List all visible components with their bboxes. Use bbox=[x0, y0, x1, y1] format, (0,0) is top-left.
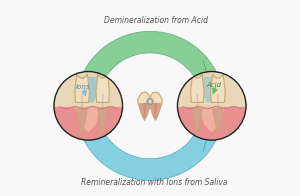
Polygon shape bbox=[143, 103, 146, 119]
Polygon shape bbox=[211, 74, 225, 102]
Polygon shape bbox=[81, 94, 83, 127]
Polygon shape bbox=[154, 103, 157, 119]
Polygon shape bbox=[98, 109, 107, 134]
Text: Demineralization from Acid: Demineralization from Acid bbox=[104, 16, 208, 25]
Polygon shape bbox=[200, 77, 215, 102]
Polygon shape bbox=[203, 60, 219, 116]
Polygon shape bbox=[76, 108, 100, 132]
Polygon shape bbox=[78, 77, 100, 102]
Polygon shape bbox=[200, 108, 224, 132]
Text: Acid: Acid bbox=[207, 82, 222, 88]
Polygon shape bbox=[138, 92, 152, 104]
Polygon shape bbox=[75, 74, 89, 102]
Polygon shape bbox=[96, 74, 109, 102]
Polygon shape bbox=[50, 106, 126, 143]
Polygon shape bbox=[138, 104, 151, 121]
Polygon shape bbox=[174, 106, 250, 143]
Polygon shape bbox=[102, 94, 104, 127]
Polygon shape bbox=[203, 96, 219, 152]
Circle shape bbox=[148, 100, 152, 103]
Polygon shape bbox=[193, 109, 202, 134]
Polygon shape bbox=[77, 109, 87, 134]
Polygon shape bbox=[213, 109, 223, 134]
Polygon shape bbox=[217, 94, 219, 127]
Polygon shape bbox=[149, 104, 162, 121]
Circle shape bbox=[147, 98, 153, 105]
Polygon shape bbox=[148, 92, 162, 104]
Polygon shape bbox=[191, 74, 204, 102]
Polygon shape bbox=[81, 125, 219, 180]
Circle shape bbox=[177, 72, 246, 140]
Text: Ions: Ions bbox=[76, 84, 91, 90]
Polygon shape bbox=[196, 94, 198, 127]
Polygon shape bbox=[81, 31, 219, 86]
Text: Remineralization with Ions from Saliva: Remineralization with Ions from Saliva bbox=[81, 178, 227, 187]
Circle shape bbox=[54, 72, 123, 140]
